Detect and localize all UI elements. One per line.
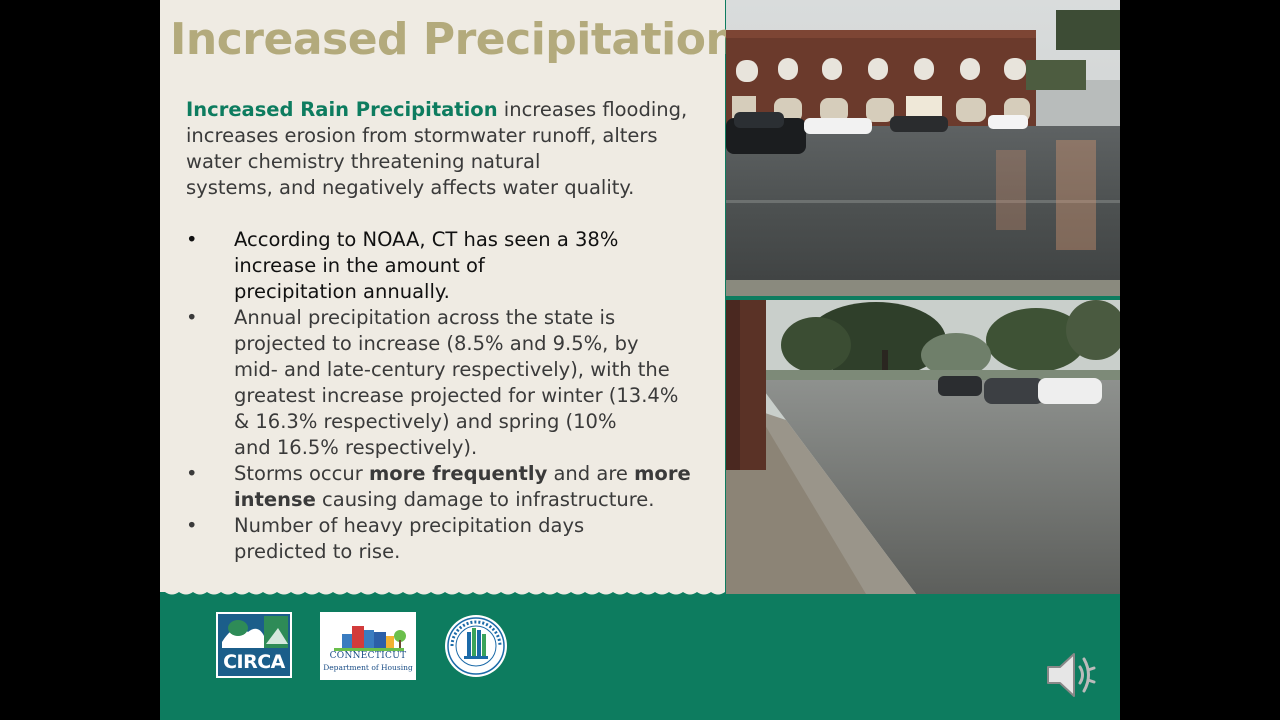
bullet-dot: • bbox=[186, 462, 198, 485]
bullet-text: and are bbox=[547, 462, 635, 485]
bullet-line: & 16.3% respectively) and spring (10% bbox=[234, 410, 617, 433]
circa-logo: CIRCA bbox=[216, 612, 292, 678]
hud-seal-logo bbox=[444, 614, 508, 678]
bullet-item: • Annual precipitation across the state … bbox=[160, 305, 725, 461]
text-panel: Increased Precipitation Increased Rain P… bbox=[160, 0, 737, 592]
slide: Increased Precipitation Increased Rain P… bbox=[160, 0, 1120, 720]
bullet-list: • According to NOAA, CT has seen a 38% i… bbox=[160, 227, 725, 565]
bullet-line: predicted to rise. bbox=[234, 540, 401, 563]
scalloped-divider bbox=[160, 585, 725, 595]
bullet-item: • According to NOAA, CT has seen a 38% i… bbox=[160, 227, 725, 305]
intro-line4: systems, and negatively affects water qu… bbox=[186, 176, 635, 199]
flooded-street-photo-top bbox=[726, 0, 1120, 296]
ct-department-of-housing-logo: CONNECTICUT Department of Housing bbox=[320, 612, 416, 680]
bullet-line: increase in the amount of bbox=[234, 254, 485, 277]
intro-line1-rest: increases flooding, bbox=[497, 98, 688, 121]
slide-title: Increased Precipitation bbox=[170, 14, 737, 65]
circa-logo-text: CIRCA bbox=[223, 651, 285, 673]
bullet-line: greatest increase projected for winter (… bbox=[234, 384, 679, 407]
bullet-dot: • bbox=[186, 514, 198, 537]
bullet-line: and 16.5% respectively). bbox=[234, 436, 478, 459]
intro-lead: Increased Rain Precipitation bbox=[186, 98, 498, 121]
bullet-item: • Number of heavy precipitation days pre… bbox=[160, 513, 725, 565]
bullet-dot: • bbox=[186, 228, 198, 251]
bullet-bold-text: intense bbox=[234, 488, 316, 511]
bullet-item: • Storms occur more frequently and are m… bbox=[160, 461, 725, 513]
bullet-bold-text: more bbox=[634, 462, 691, 485]
intro-line2: increases erosion from stormwater runoff… bbox=[186, 124, 658, 147]
bullet-line: Number of heavy precipitation days bbox=[234, 514, 585, 537]
bullet-line: According to NOAA, CT has seen a 38% bbox=[234, 228, 619, 251]
speaker-icon[interactable] bbox=[1046, 650, 1098, 700]
intro-line3: water chemistry threatening natural bbox=[186, 150, 541, 173]
bullet-text: Storms occur bbox=[234, 462, 369, 485]
bullet-line: precipitation annually. bbox=[234, 280, 450, 303]
bullet-line: mid- and late-century respectively), wit… bbox=[234, 358, 670, 381]
bullet-line: projected to increase (8.5% and 9.5%, by bbox=[234, 332, 639, 355]
bullet-line: Annual precipitation across the state is bbox=[234, 306, 616, 329]
flooded-street-photo-bottom bbox=[726, 300, 1120, 594]
ct-logo-name: CONNECTICUT bbox=[329, 651, 407, 661]
bullet-bold-text: more frequently bbox=[368, 462, 548, 485]
bullet-text: causing damage to infrastructure. bbox=[315, 488, 655, 511]
intro-paragraph: Increased Rain Precipitation increases f… bbox=[186, 97, 716, 201]
ct-logo-subtitle: Department of Housing bbox=[323, 663, 413, 672]
bullet-dot: • bbox=[186, 306, 198, 329]
